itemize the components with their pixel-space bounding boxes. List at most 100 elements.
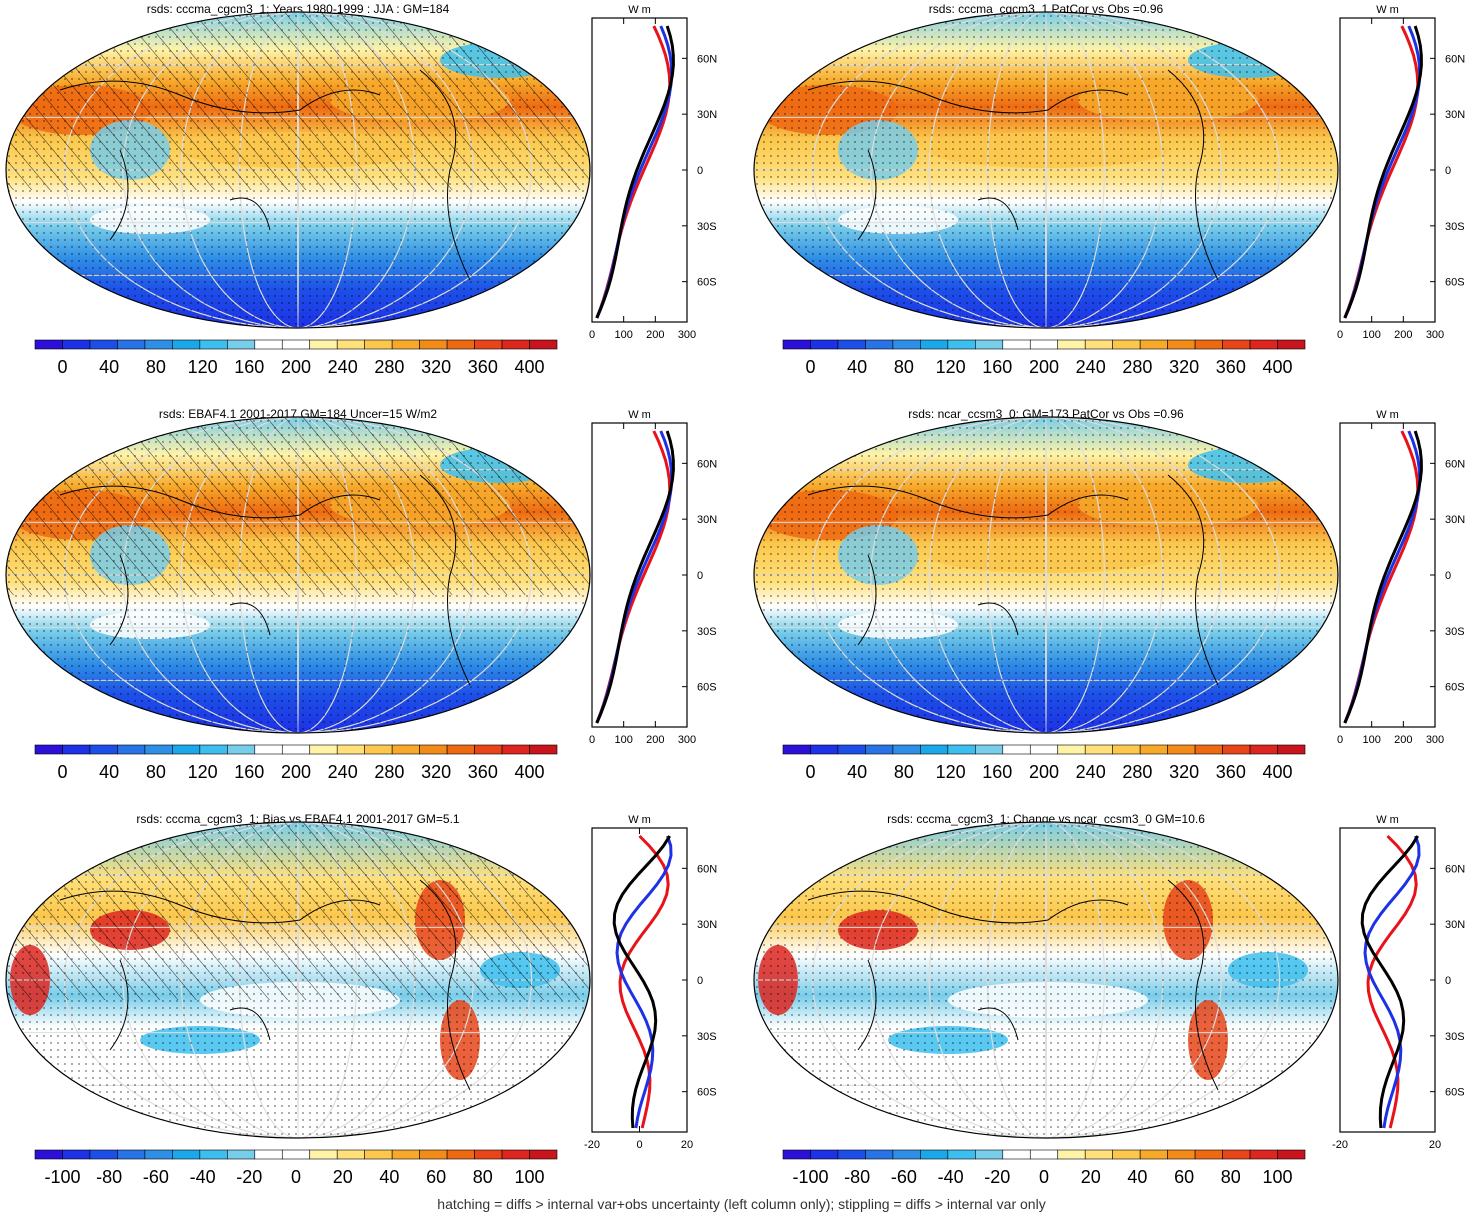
colorbar-swatch bbox=[117, 339, 146, 350]
lat-label: 60S bbox=[697, 277, 717, 289]
colorbar-swatch bbox=[1167, 1149, 1196, 1160]
lat-label: 30N bbox=[1445, 919, 1465, 931]
colorbar-swatch bbox=[1057, 339, 1086, 350]
colorbar-swatch bbox=[975, 339, 1004, 350]
colorbar-label: -20 bbox=[984, 1167, 1010, 1187]
colorbar-swatch bbox=[920, 339, 949, 350]
profile-tick-label: 200 bbox=[1394, 329, 1412, 341]
zonal-profile: W m 0 100 200 300 60N 30N 0 30S 60S bbox=[589, 409, 717, 746]
colorbar-swatch bbox=[391, 1149, 420, 1160]
lat-label: 60S bbox=[1445, 1087, 1465, 1099]
colorbar-swatch bbox=[1139, 1149, 1168, 1160]
colorbar-swatch bbox=[1112, 744, 1141, 755]
colorbar-swatch bbox=[1222, 744, 1251, 755]
profile-unit: W m bbox=[1376, 409, 1399, 421]
lat-label: 60S bbox=[1445, 277, 1465, 289]
colorbar-label: 360 bbox=[1216, 357, 1246, 377]
colorbar-label: 240 bbox=[1076, 762, 1106, 782]
map-border bbox=[753, 821, 1339, 1139]
colorbar-swatch bbox=[89, 339, 118, 350]
colorbar-swatch bbox=[364, 339, 393, 350]
profile-unit: W m bbox=[628, 814, 651, 826]
map-field bbox=[6, 12, 590, 328]
colorbar-swatch bbox=[391, 339, 420, 350]
colorbar-label: 160 bbox=[982, 762, 1012, 782]
lat-label: 30S bbox=[697, 221, 717, 233]
colorbar-label: 320 bbox=[421, 762, 451, 782]
colorbar-swatch bbox=[364, 744, 393, 755]
colorbar-swatch bbox=[1194, 1149, 1223, 1160]
colorbar-swatch bbox=[62, 1149, 91, 1160]
colorbar-label: 200 bbox=[281, 357, 311, 377]
colorbar-label: 80 bbox=[894, 762, 914, 782]
colorbar-swatch bbox=[309, 1149, 338, 1160]
colorbar-label: -100 bbox=[44, 1167, 80, 1187]
colorbar-label: 160 bbox=[234, 762, 264, 782]
profile-tick-label: 300 bbox=[678, 734, 696, 746]
colorbar-swatch bbox=[34, 744, 63, 755]
colorbar-label: -80 bbox=[96, 1167, 122, 1187]
colorbar-label: 320 bbox=[1169, 762, 1199, 782]
lat-label: 60N bbox=[697, 53, 717, 65]
colorbar-swatch bbox=[1057, 1149, 1086, 1160]
colorbar: 0 40 80 120 160 200 240 280 320 360 400 bbox=[34, 339, 558, 377]
colorbar-label: -20 bbox=[236, 1167, 262, 1187]
colorbar-label: -80 bbox=[844, 1167, 870, 1187]
colorbar-label: 80 bbox=[473, 1167, 493, 1187]
colorbar-swatch bbox=[529, 744, 558, 755]
lat-label: 60N bbox=[697, 458, 717, 470]
panel-title: rsds: cccma_cgcm3_1: Bias vs EBAF4.1 200… bbox=[136, 812, 459, 826]
colorbar-swatch bbox=[1002, 1149, 1031, 1160]
colorbar-label: 240 bbox=[328, 762, 358, 782]
profile-tick-label: 0 bbox=[1337, 329, 1343, 341]
colorbar-swatch bbox=[446, 1149, 475, 1160]
lat-label: 0 bbox=[1445, 570, 1451, 582]
colorbar-label: 100 bbox=[515, 1167, 545, 1187]
colorbar: 0 40 80 120 160 200 240 280 320 360 400 bbox=[34, 744, 558, 782]
profile-tick-label: 200 bbox=[1394, 734, 1412, 746]
colorbar-swatch bbox=[1002, 744, 1031, 755]
colorbar-swatch bbox=[865, 1149, 894, 1160]
colorbar-label: 0 bbox=[291, 1167, 301, 1187]
profile-unit: W m bbox=[628, 4, 651, 16]
profile-curve bbox=[612, 835, 671, 1129]
colorbar-label: 0 bbox=[805, 762, 815, 782]
colorbar-swatch bbox=[474, 744, 503, 755]
colorbar-label: 320 bbox=[421, 357, 451, 377]
coastlines bbox=[59, 474, 471, 686]
colorbar-swatch bbox=[89, 1149, 118, 1160]
colorbar-swatch bbox=[920, 1149, 949, 1160]
coastlines bbox=[807, 879, 1219, 1091]
colorbar-label: 360 bbox=[1216, 762, 1246, 782]
lat-label: 30N bbox=[697, 109, 717, 121]
colorbar-swatch bbox=[1084, 339, 1113, 350]
colorbar-label: 400 bbox=[1263, 357, 1293, 377]
colorbar-swatch bbox=[892, 744, 921, 755]
colorbar-swatch bbox=[837, 339, 866, 350]
profile-curve bbox=[615, 835, 673, 1129]
colorbar: 0 40 80 120 160 200 240 280 320 360 400 bbox=[782, 744, 1306, 782]
colorbar-label: -100 bbox=[792, 1167, 828, 1187]
lat-label: 30N bbox=[697, 919, 717, 931]
colorbar-label: 200 bbox=[1029, 762, 1059, 782]
lat-label: 30N bbox=[1445, 514, 1465, 526]
colorbar-swatch bbox=[1084, 1149, 1113, 1160]
map-border bbox=[753, 11, 1339, 329]
profile-tick-label: 100 bbox=[1362, 329, 1380, 341]
profile-tick-label: 20 bbox=[681, 1139, 693, 1151]
colorbar-swatch bbox=[837, 1149, 866, 1160]
colorbar-label: 20 bbox=[333, 1167, 353, 1187]
colorbar-label: 240 bbox=[1076, 357, 1106, 377]
colorbar-label: 320 bbox=[1169, 357, 1199, 377]
profile-tick-label: 0 bbox=[636, 1139, 642, 1151]
colorbar-swatch bbox=[309, 744, 338, 755]
colorbar-swatch bbox=[172, 339, 201, 350]
coastlines bbox=[59, 879, 471, 1091]
panel-title: rsds: ncar_ccsm3_0: GM=173 PatCor vs Obs… bbox=[908, 407, 1184, 421]
colorbar-label: -40 bbox=[938, 1167, 964, 1187]
colorbar-swatch bbox=[1194, 744, 1223, 755]
colorbar-swatch bbox=[810, 1149, 839, 1160]
profile-tick-label: 300 bbox=[678, 329, 696, 341]
colorbar-swatch bbox=[1139, 744, 1168, 755]
